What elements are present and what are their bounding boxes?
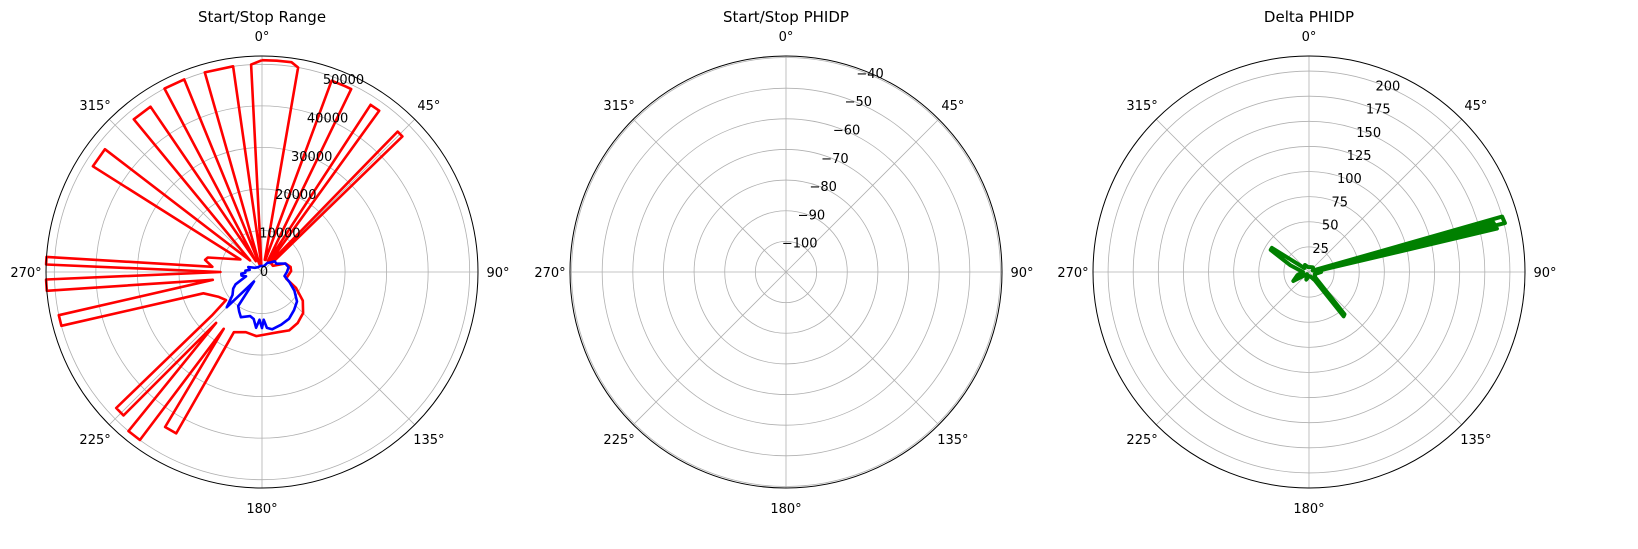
radial-tick-label: −70 (821, 152, 848, 167)
polar-frame (569, 55, 1003, 489)
grid (570, 56, 1002, 488)
tick-labels: 0° 45° 90° 135° 180° 225° 270° 315° 0 10000 20000 3… (10, 30, 509, 517)
theta-tick-label: 180° (246, 502, 277, 517)
grid-spoke (261, 271, 416, 426)
radial-tick-label: −80 (809, 180, 836, 195)
radial-tick-label: 175 (1366, 103, 1391, 118)
theta-tick-label: 45° (417, 99, 440, 114)
radial-tick-label: −40 (856, 67, 883, 82)
theta-tick-label: 315° (79, 99, 110, 114)
series-line-1 (225, 260, 299, 331)
grid (1093, 56, 1525, 488)
grid-spoke (1308, 118, 1463, 273)
theta-tick-label: 45° (941, 99, 964, 114)
series-line-0 (44, 58, 404, 442)
theta-tick-label: 180° (1293, 502, 1324, 517)
theta-tick-label: 90° (1010, 266, 1033, 281)
chart-title: Delta PHIDP (1264, 8, 1354, 26)
grid-spoke (785, 271, 940, 426)
theta-tick-label: 180° (770, 502, 801, 517)
grid-spoke (1155, 118, 1310, 273)
grid-spoke (785, 118, 940, 273)
radial-tick-label: 150 (1356, 126, 1381, 141)
radial-tick-label: −50 (845, 95, 872, 110)
radial-tick-label: 75 (1332, 195, 1349, 210)
series-line-0 (1268, 214, 1507, 319)
theta-tick-label: 135° (413, 433, 444, 448)
radial-tick-label: 30000 (291, 150, 332, 165)
radial-tick-label: −100 (782, 237, 818, 252)
polar-frame (1092, 55, 1526, 489)
tick-labels: 0° 45° 90° 135° 180° 225° 270° 315° −100 −90 −80 −7… (534, 30, 1033, 517)
theta-tick-label: 0° (1302, 30, 1317, 45)
chart-title: Start/Stop PHIDP (723, 8, 849, 26)
theta-tick-label: 315° (603, 99, 634, 114)
grid-spoke (108, 118, 263, 273)
radial-tick-label: 0 (260, 265, 268, 280)
radial-tick-label: 20000 (275, 188, 316, 203)
grid-spoke (632, 118, 787, 273)
theta-tick-label: 270° (10, 266, 41, 281)
polar-chart-start-stop-phidp: Start/Stop PHIDP 0° 45° 90° 135° 180° 225° 270… (534, 8, 1033, 517)
theta-tick-label: 45° (1464, 99, 1487, 114)
grid-spoke (1308, 271, 1463, 426)
radial-tick-label: 50000 (323, 73, 364, 88)
theta-tick-label: 90° (1533, 266, 1556, 281)
polar-chart-start-stop-range: Start/Stop Range 0° 45° 90° 135° 180° 225° 270… (10, 8, 509, 517)
theta-tick-label: 270° (534, 266, 565, 281)
radial-tick-label: 25 (1312, 242, 1329, 257)
theta-tick-label: 135° (1460, 433, 1491, 448)
radial-tick-label: 40000 (307, 112, 348, 127)
polar-frame (45, 55, 479, 489)
grid (46, 56, 478, 488)
tick-labels: 0° 45° 90° 135° 180° 225° 270° 315° 25 50 75 100 125… (1057, 30, 1556, 517)
theta-tick-label: 0° (779, 30, 794, 45)
radial-tick-label: −90 (798, 208, 825, 223)
polar-chart-delta-phidp: Delta PHIDP 0° 45° 90° 135° 180° 225° 270° 315°… (1057, 8, 1556, 517)
theta-tick-label: 0° (255, 30, 270, 45)
theta-tick-label: 315° (1126, 99, 1157, 114)
radial-tick-label: 10000 (259, 227, 300, 242)
theta-tick-label: 270° (1057, 266, 1088, 281)
radial-tick-label: 50 (1322, 219, 1339, 234)
theta-tick-label: 135° (937, 433, 968, 448)
radial-tick-label: 100 (1337, 172, 1362, 187)
theta-tick-label: 225° (603, 433, 634, 448)
radial-tick-label: 200 (1375, 79, 1400, 94)
grid-spoke (632, 271, 787, 426)
series-layer (1268, 214, 1507, 319)
radial-tick-label: −60 (833, 124, 860, 139)
series-layer (44, 58, 404, 442)
radial-tick-label: 125 (1347, 149, 1372, 164)
grid-spoke (1155, 271, 1310, 426)
theta-tick-label: 225° (1126, 433, 1157, 448)
theta-tick-label: 225° (79, 433, 110, 448)
theta-tick-label: 90° (486, 266, 509, 281)
chart-title: Start/Stop Range (198, 8, 326, 26)
